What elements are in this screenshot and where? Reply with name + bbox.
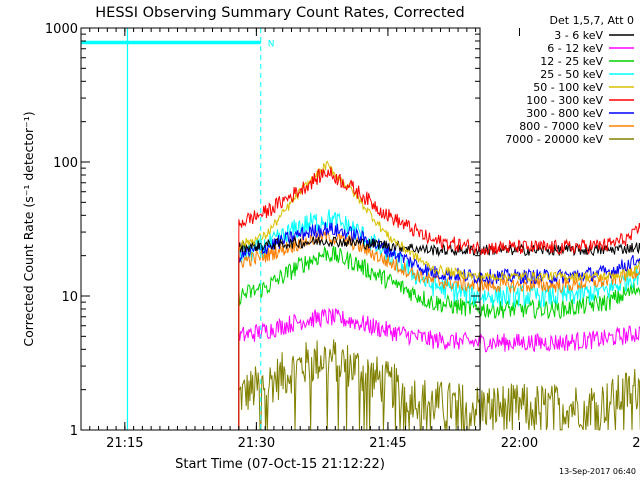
tick-layer: 21:1521:3021:4522:0022:1522:3022:4511010… [45,22,640,451]
night-marker-label: N [268,39,275,49]
series-line-12-25-kev [238,245,640,430]
axes-frame [80,27,481,431]
y-tick-label: 10 [61,290,78,305]
legend-label: 50 - 100 keV [533,81,603,94]
night-marker-layer: N [81,28,275,430]
legend-label: 100 - 300 keV [526,94,603,107]
series-line-100-300-kev [238,167,640,430]
x-tick-label: 22:15 [632,436,640,451]
legend-label: 3 - 6 keV [554,29,603,42]
x-tick-label: 21:15 [106,436,143,451]
legend-label: 6 - 12 keV [547,42,603,55]
x-tick-label: 21:45 [369,436,406,451]
legend-label: 7000 - 20000 keV [505,133,603,146]
series-line-50-100-kev [238,160,640,430]
legend-label: 12 - 25 keV [540,55,603,68]
series-line-800-7000-kev [238,229,640,430]
legend-header: Det 1,5,7, Att 0 [550,14,634,27]
x-tick-label: 22:00 [501,436,538,451]
series-line-7000-20000-kev [238,339,640,432]
y-tick-label: 1 [70,424,78,439]
x-tick-label: 21:30 [238,436,275,451]
chart-title: HESSI Observing Summary Count Rates, Cor… [95,5,464,21]
plot-area: N 21:1521:3021:4522:0022:1522:3022:45110… [45,22,640,451]
footer-timestamp: 13-Sep-2017 06:40 [559,467,636,476]
legend-label: 800 - 7000 keV [519,120,603,133]
y-tick-label: 100 [53,156,78,171]
x-axis-label: Start Time (07-Oct-15 21:12:22) [175,457,385,472]
series-layer [238,160,640,432]
legend-label: 25 - 50 keV [540,68,603,81]
series-line-6-12-kev [238,307,640,430]
legend-label: 300 - 800 keV [526,107,603,120]
y-axis-label: Corrected Count Rate (s⁻¹ detector⁻¹) [21,111,36,346]
series-line-300-800-kev [238,222,640,430]
y-tick-label: 1000 [45,22,78,37]
